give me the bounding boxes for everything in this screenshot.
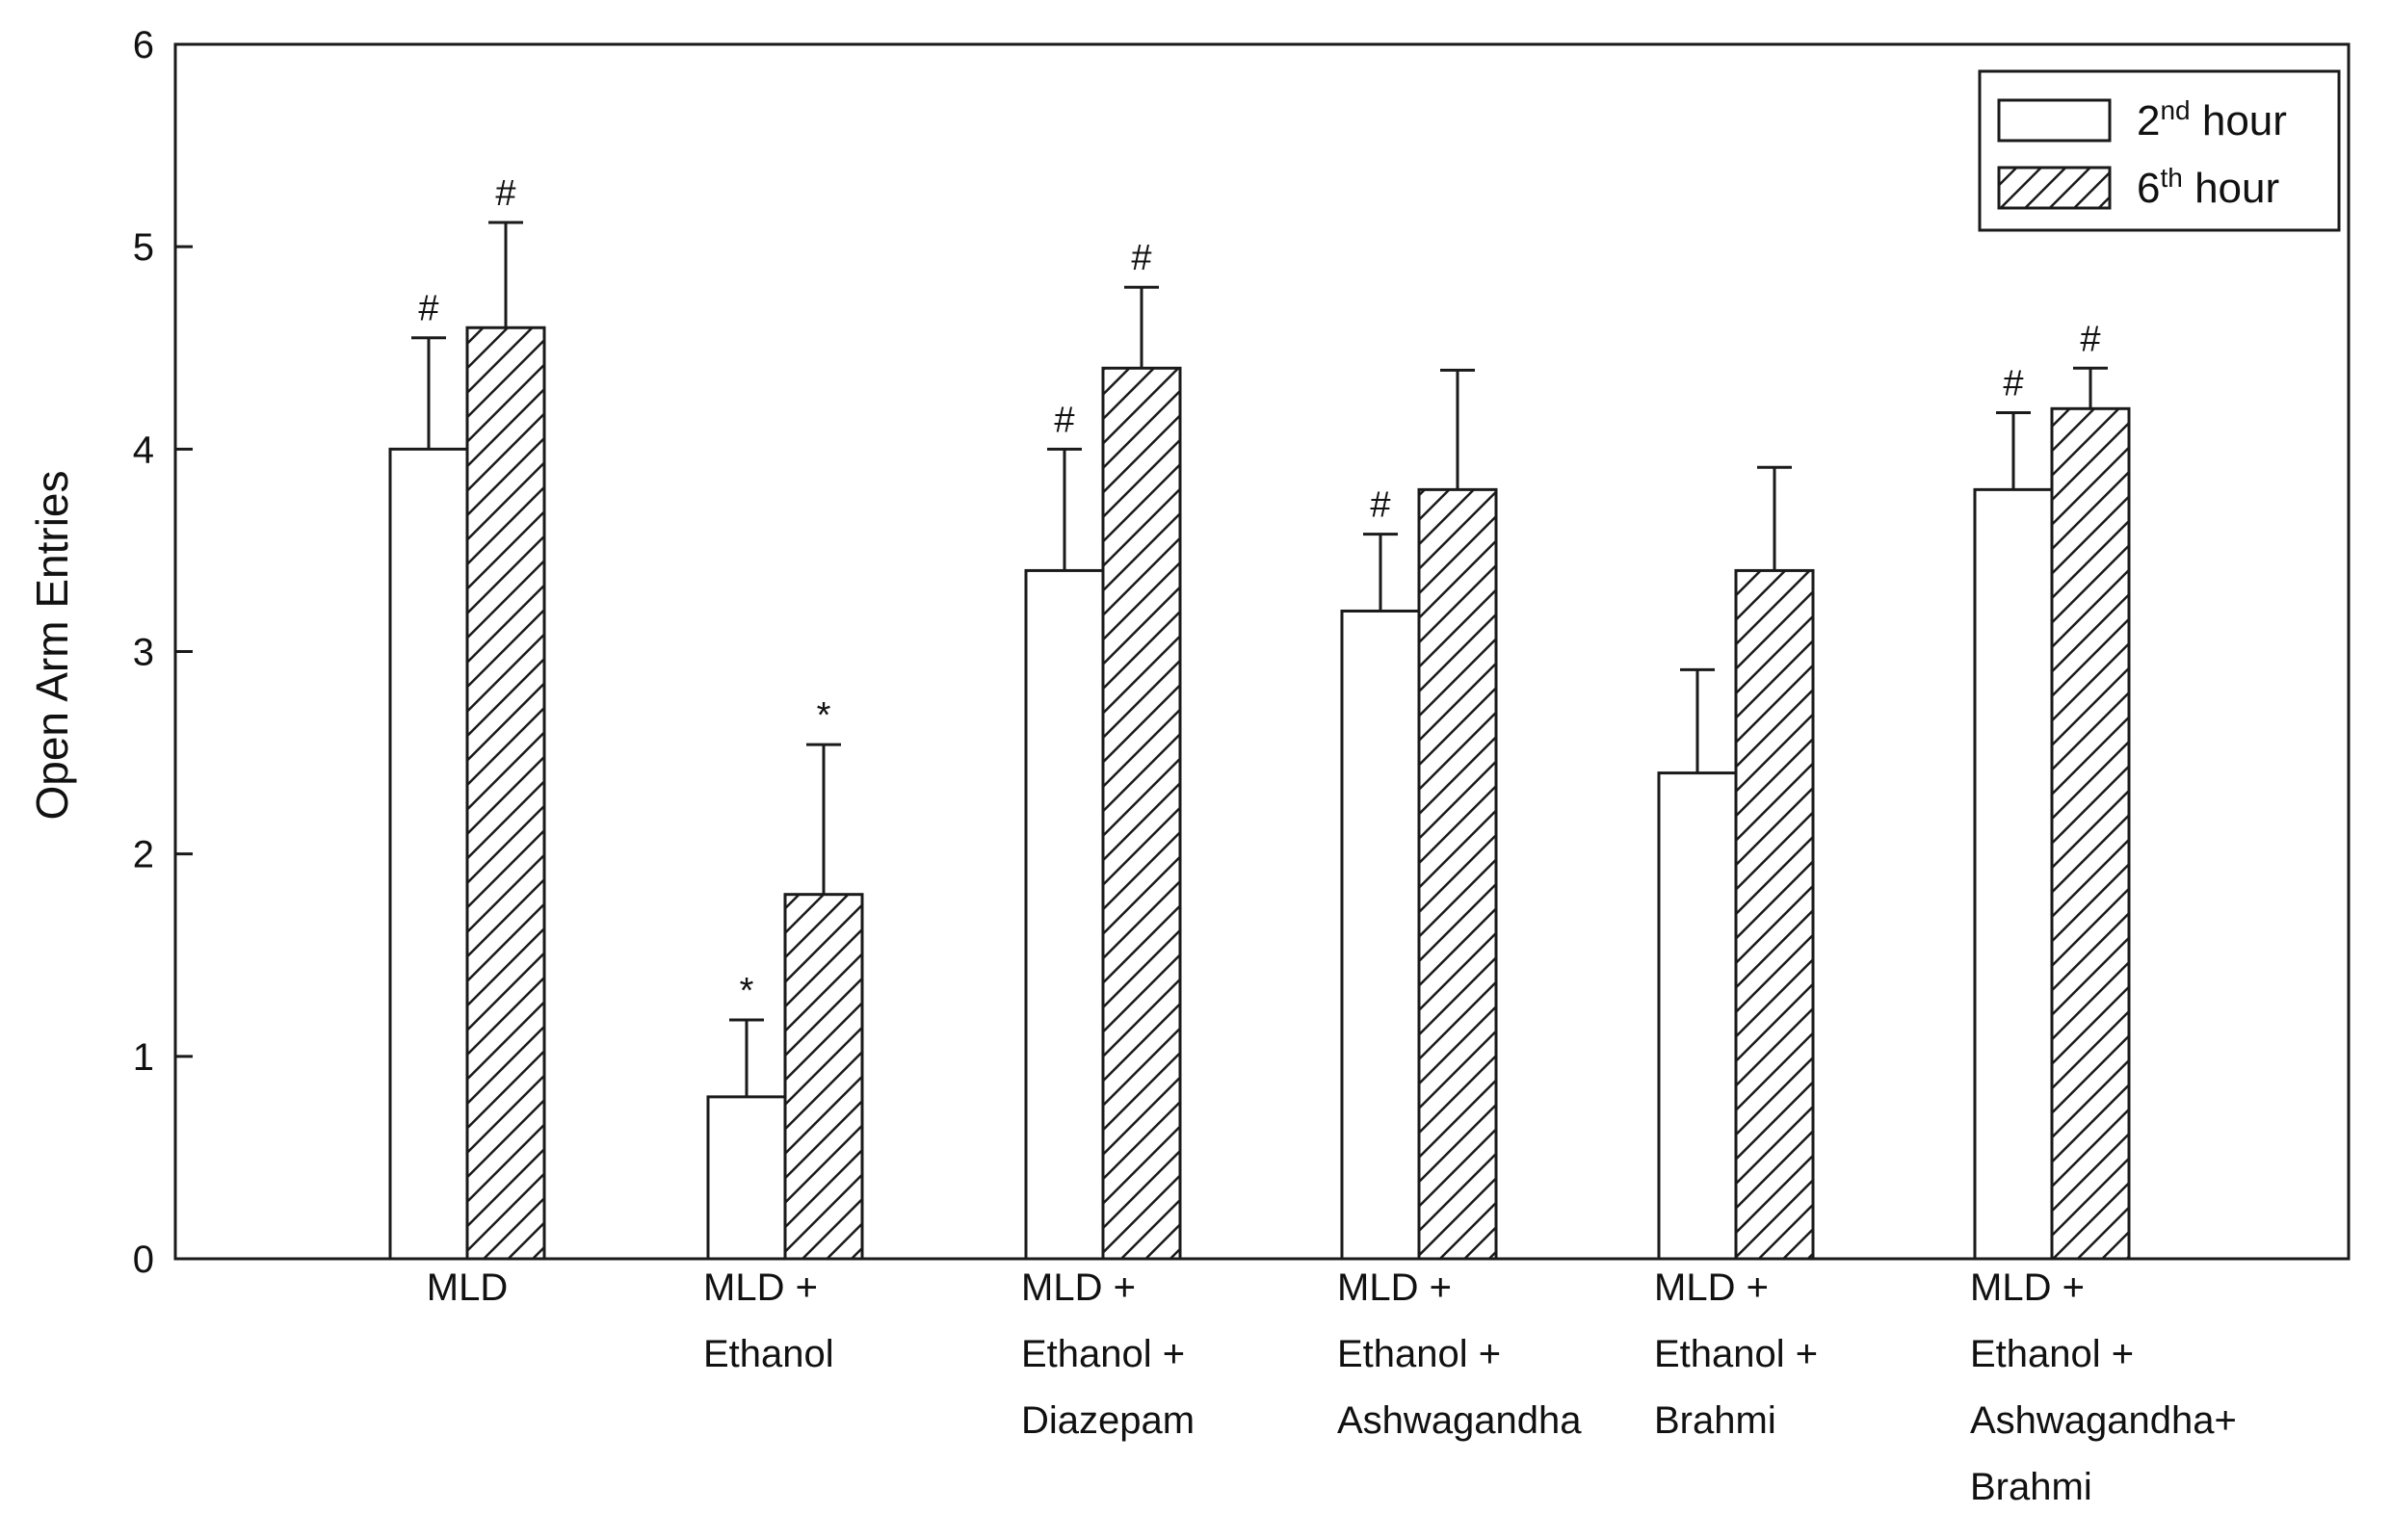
category-label-line: MLD	[427, 1266, 508, 1309]
legend-label-2nd-hour: 2nd hour	[2137, 95, 2287, 144]
bar-2nd-hour	[706, 1095, 787, 1261]
category-label-line: Ethanol +	[1654, 1333, 1818, 1375]
significance-marker: #	[2003, 364, 2023, 405]
bar-6th-hour	[465, 326, 546, 1261]
bar-2nd-hour	[1340, 609, 1421, 1261]
category-label-line: MLD +	[1021, 1266, 1136, 1309]
legend-label-unit: hour	[2183, 165, 2279, 212]
y-tick-label: 1	[133, 1036, 154, 1079]
legend-label-number: 6	[2137, 165, 2160, 212]
category-label-line: MLD +	[1970, 1266, 2085, 1309]
legend-swatch-2nd-hour	[1997, 98, 2112, 143]
legend-label-suffix: th	[2160, 163, 2182, 193]
category-label: MLD + Ethanol + Ashwagandha+ Brahmi	[1970, 1266, 2237, 1508]
y-tick-label: 4	[133, 429, 154, 471]
y-tick-label: 2	[133, 834, 154, 876]
significance-marker: *	[740, 971, 754, 1011]
category-label: MLD + Ethanol + Ashwagandha	[1337, 1266, 1582, 1442]
category-label-line: MLD +	[703, 1266, 818, 1309]
category-label-line: Brahmi	[1654, 1399, 1776, 1442]
significance-marker: #	[1054, 400, 1074, 440]
category-label: MLD + Ethanol	[703, 1266, 834, 1375]
category-label: MLD	[427, 1266, 508, 1309]
y-axis-title: Open Arm Entries	[27, 470, 77, 820]
legend-label-number: 2	[2137, 97, 2160, 144]
bar-6th-hour	[1101, 366, 1182, 1261]
significance-marker: *	[817, 695, 831, 736]
bar-6th-hour	[2050, 406, 2131, 1261]
legend-swatch-6th-hour	[1997, 166, 2112, 210]
significance-marker: #	[2080, 319, 2100, 359]
category-label-line: Ethanol +	[1021, 1333, 1185, 1375]
y-tick-label: 3	[133, 632, 154, 674]
significance-marker: #	[1131, 238, 1151, 278]
bar-6th-hour	[783, 893, 864, 1261]
category-label-line: Diazepam	[1021, 1399, 1195, 1442]
legend-label-6th-hour: 6th hour	[2137, 163, 2279, 212]
y-tick-label: 5	[133, 226, 154, 269]
bar-2nd-hour	[1657, 771, 1738, 1261]
bar-2nd-hour	[388, 447, 469, 1261]
significance-marker: #	[495, 173, 515, 214]
legend-label-suffix: nd	[2160, 95, 2190, 125]
category-label-line: MLD +	[1337, 1266, 1452, 1309]
bar-6th-hour	[1417, 487, 1498, 1261]
legend-label-unit: hour	[2191, 97, 2287, 144]
category-label: MLD + Ethanol + Brahmi	[1654, 1266, 1818, 1442]
y-tick-label: 6	[133, 24, 154, 66]
category-label-line: Ashwagandha	[1337, 1399, 1582, 1442]
category-label-line: Ethanol +	[1337, 1333, 1501, 1375]
significance-marker: #	[418, 289, 438, 329]
category-label-line: MLD +	[1654, 1266, 1769, 1309]
y-tick-label: 0	[133, 1239, 154, 1281]
bar-6th-hour	[1734, 568, 1815, 1261]
bar-2nd-hour	[1024, 568, 1105, 1261]
category-label-line: Brahmi	[1970, 1466, 2092, 1508]
category-label-line: Ethanol	[703, 1333, 834, 1375]
category-label: MLD + Ethanol + Diazepam	[1021, 1266, 1195, 1442]
bar-2nd-hour	[1973, 487, 2054, 1261]
significance-marker: #	[1370, 485, 1390, 526]
category-label-line: Ethanol +	[1970, 1333, 2134, 1375]
category-label-line: Ashwagandha+	[1970, 1399, 2237, 1442]
